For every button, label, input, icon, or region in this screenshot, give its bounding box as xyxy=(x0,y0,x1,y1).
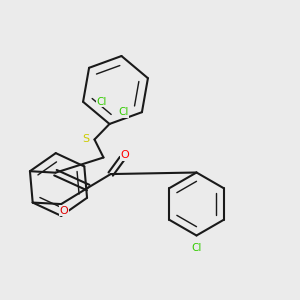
Text: Cl: Cl xyxy=(118,107,128,117)
Text: O: O xyxy=(120,151,129,160)
Text: Cl: Cl xyxy=(97,97,107,107)
Text: O: O xyxy=(60,206,69,216)
Text: S: S xyxy=(82,134,89,145)
Text: Cl: Cl xyxy=(191,243,202,253)
